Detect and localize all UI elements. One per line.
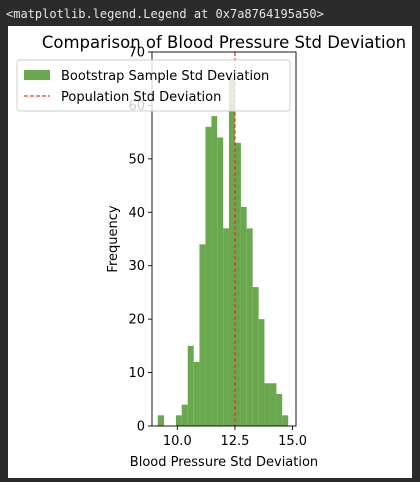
y-tick-label-4: 40 — [128, 206, 145, 221]
histogram-bar-14 — [240, 206, 247, 426]
histogram-bar-5 — [187, 345, 194, 426]
chart-legend: Bootstrap Sample Std Deviation Population… — [16, 59, 291, 112]
x-tick-label-2: 15.0 — [278, 434, 307, 449]
histogram-bar-7 — [199, 244, 206, 426]
legend-swatch-0 — [24, 70, 50, 80]
legend-box — [16, 59, 291, 112]
histogram-bar-4 — [181, 404, 188, 426]
output-repr-text: <matplotlib.legend.Legend at 0x7a8764195… — [6, 7, 324, 21]
histogram-bar-20 — [276, 393, 283, 426]
chart-title: Comparison of Blood Pressure Std Deviati… — [42, 33, 406, 52]
histogram-bar-21 — [282, 415, 289, 426]
y-tick-label-0: 0 — [137, 420, 145, 435]
axes-spines — [151, 51, 297, 427]
y-tick-label-3: 30 — [128, 259, 145, 274]
y-tick-label-1: 10 — [128, 366, 145, 381]
histogram-bar-8 — [205, 126, 212, 427]
y-tick-label-5: 50 — [128, 152, 145, 167]
histogram-bar-3 — [175, 415, 182, 426]
y-axis-label: Frequency — [106, 205, 121, 272]
histogram-bar-18 — [264, 383, 271, 426]
histogram-bar-9 — [211, 116, 218, 427]
histogram-bar-17 — [258, 319, 265, 426]
histogram-bar-13 — [234, 142, 241, 426]
x-tick-label-1: 12.5 — [220, 434, 249, 449]
histogram-bar-11 — [223, 228, 229, 426]
histogram-bar-6 — [193, 361, 200, 426]
histogram-bars — [157, 78, 289, 427]
x-tick-label-0: 10.0 — [163, 434, 192, 449]
y-tick-label-2: 20 — [128, 313, 145, 328]
histogram-bar-10 — [217, 137, 224, 426]
y-tick-label-7: 70 — [128, 46, 145, 61]
histogram-bar-16 — [252, 287, 259, 426]
x-axis-label: Blood Pressure Std Deviation — [130, 455, 318, 470]
matplotlib-figure: Comparison of Blood Pressure Std Deviati… — [8, 26, 412, 478]
x-axis-ticks: 10.0 12.5 15.0 — [163, 426, 307, 449]
cell-output-header: <matplotlib.legend.Legend at 0x7a8764195… — [0, 0, 420, 26]
legend-label-1: Population Std Deviation — [61, 90, 221, 105]
histogram-bar-0 — [157, 415, 164, 426]
axes-frame — [151, 51, 297, 427]
histogram-chart: Comparison of Blood Pressure Std Deviati… — [16, 33, 406, 470]
histogram-bar-15 — [246, 228, 253, 426]
histogram-bar-12 — [228, 78, 235, 427]
histogram-bar-19 — [270, 383, 277, 426]
legend-label-0: Bootstrap Sample Std Deviation — [61, 69, 269, 84]
